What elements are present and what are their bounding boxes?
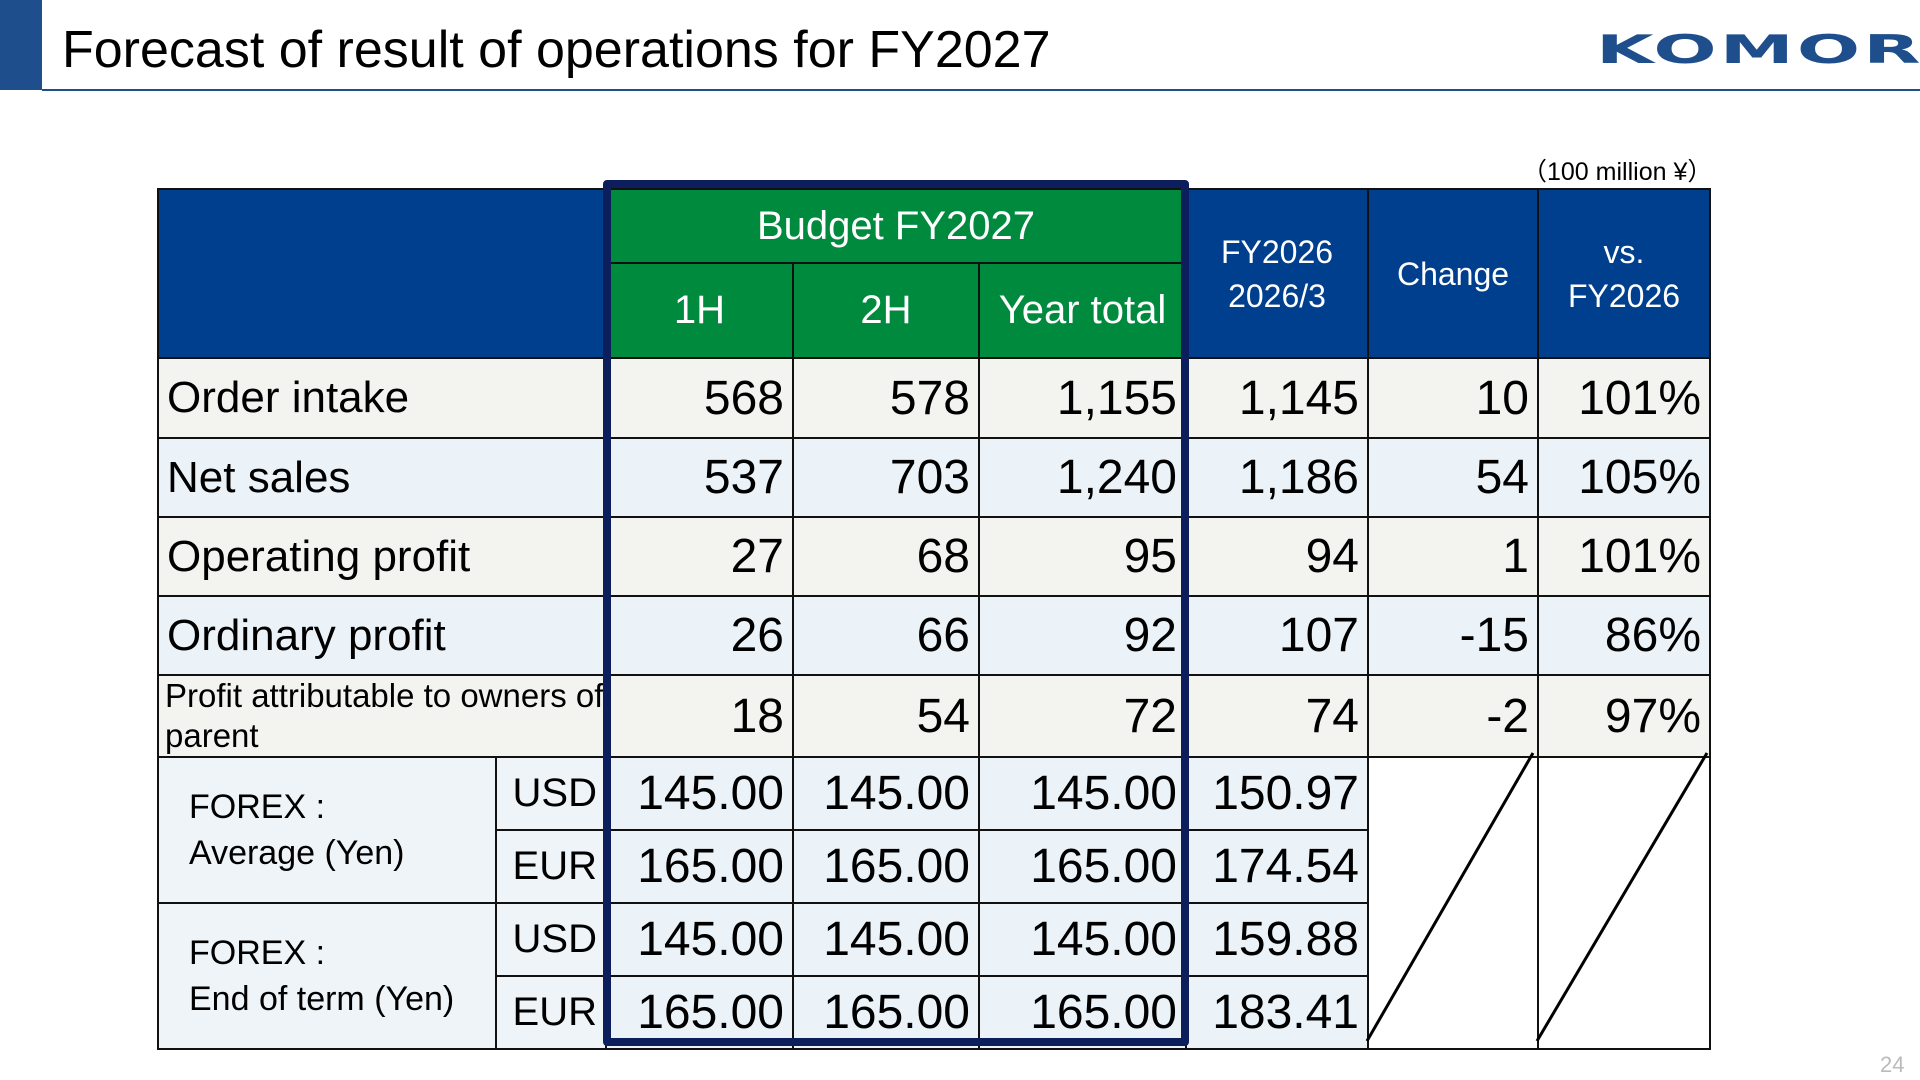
cell-1h: 18 xyxy=(605,674,794,758)
fy2026-header: FY2026 2026/3 xyxy=(1185,188,1369,359)
header-blank-cell xyxy=(157,188,607,359)
cell-fy2026: 1,145 xyxy=(1185,357,1369,439)
unit-label: （100 million ¥） xyxy=(1522,158,1713,186)
cell-fy2026: 159.88 xyxy=(1185,902,1369,977)
cell-year-total: 72 xyxy=(978,674,1187,758)
cell-fy2026: 174.54 xyxy=(1185,829,1369,904)
cell-fy2026: 150.97 xyxy=(1185,756,1369,831)
cell-2h: 66 xyxy=(792,595,980,676)
cell-1h: 145.00 xyxy=(605,902,794,977)
row-label: Net sales xyxy=(157,437,607,518)
currency-label: USD xyxy=(495,756,607,831)
cell-2h: 703 xyxy=(792,437,980,518)
forex-average-label: FOREX : Average (Yen) xyxy=(157,756,497,904)
forex-label-line1: FOREX : xyxy=(189,788,326,826)
cell-2h: 145.00 xyxy=(792,756,980,831)
cell-1h: 537 xyxy=(605,437,794,518)
cell-change: 1 xyxy=(1367,516,1539,597)
table-row: Operating profit 27 68 95 94 1 101% xyxy=(157,516,1711,597)
cell-year-total: 165.00 xyxy=(978,975,1187,1050)
table-row: Profit attributable to owners of parent … xyxy=(157,674,1711,758)
row-label: Operating profit xyxy=(157,516,607,597)
currency-label: EUR xyxy=(495,829,607,904)
table-row: Ordinary profit 26 66 92 107 -15 86% xyxy=(157,595,1711,676)
change-header: Change xyxy=(1367,188,1539,359)
cell-2h: 578 xyxy=(792,357,980,439)
page-number: 24 xyxy=(1880,1052,1905,1077)
cell-year-total: 95 xyxy=(978,516,1187,597)
vs-header-line2: FY2026 xyxy=(1567,277,1681,314)
vs-header: vs. FY2026 xyxy=(1537,188,1711,359)
cell-1h: 27 xyxy=(605,516,794,597)
cell-change: -15 xyxy=(1367,595,1539,676)
title-underline xyxy=(42,89,1920,91)
cell-2h: 165.00 xyxy=(792,975,980,1050)
forex-row: FOREX : Average (Yen) USD 145.00 145.00 … xyxy=(157,756,1711,1050)
forex-label-line1: FOREX : xyxy=(189,934,326,972)
currency-label: USD xyxy=(495,902,607,977)
cell-vs: 101% xyxy=(1537,357,1711,439)
cell-year-total: 1,240 xyxy=(978,437,1187,518)
cell-fy2026: 94 xyxy=(1185,516,1369,597)
fy2026-header-line1: FY2026 xyxy=(1220,233,1334,270)
cell-vs: 97% xyxy=(1537,674,1711,758)
cell-1h: 165.00 xyxy=(605,829,794,904)
change-na-cell xyxy=(1367,756,1539,1050)
cell-change: 10 xyxy=(1367,357,1539,439)
cell-2h: 54 xyxy=(792,674,980,758)
fy2026-header-line2: 2026/3 xyxy=(1228,277,1326,314)
forex-end-of-term-label: FOREX : End of term (Yen) xyxy=(157,902,497,1050)
cell-year-total: 165.00 xyxy=(978,829,1187,904)
col-year-total-header: Year total xyxy=(978,262,1187,359)
cell-fy2026: 183.41 xyxy=(1185,975,1369,1050)
cell-vs: 105% xyxy=(1537,437,1711,518)
col-2h-header: 2H xyxy=(792,262,980,359)
forex-label-line2: End of term (Yen) xyxy=(189,980,455,1018)
currency-label: EUR xyxy=(495,975,607,1050)
table-row: Order intake 568 578 1,155 1,145 10 101% xyxy=(157,357,1711,439)
cell-1h: 165.00 xyxy=(605,975,794,1050)
budget-header: Budget FY2027 xyxy=(605,188,1187,264)
cell-change: -2 xyxy=(1367,674,1539,758)
cell-fy2026: 1,186 xyxy=(1185,437,1369,518)
cell-2h: 145.00 xyxy=(792,902,980,977)
cell-year-total: 92 xyxy=(978,595,1187,676)
col-1h-header: 1H xyxy=(605,262,794,359)
cell-2h: 68 xyxy=(792,516,980,597)
forex-label-line2: Average (Yen) xyxy=(189,834,405,872)
row-label: Profit attributable to owners of parent xyxy=(157,674,607,758)
row-label: Ordinary profit xyxy=(157,595,607,676)
cell-year-total: 1,155 xyxy=(978,357,1187,439)
cell-fy2026: 74 xyxy=(1185,674,1369,758)
title-accent-bar xyxy=(0,0,42,90)
cell-vs: 86% xyxy=(1537,595,1711,676)
row-label: Order intake xyxy=(157,357,607,439)
vs-header-line1: vs. xyxy=(1603,233,1645,270)
cell-fy2026: 107 xyxy=(1185,595,1369,676)
cell-2h: 165.00 xyxy=(792,829,980,904)
cell-1h: 145.00 xyxy=(605,756,794,831)
cell-change: 54 xyxy=(1367,437,1539,518)
forecast-table: Budget FY2027 FY2026 2026/3 Change vs. F… xyxy=(157,188,1711,1050)
page-title: Forecast of result of operations for FY2… xyxy=(62,21,1051,79)
cell-1h: 26 xyxy=(605,595,794,676)
vs-na-cell xyxy=(1537,756,1711,1050)
table-row: Net sales 537 703 1,240 1,186 54 105% xyxy=(157,437,1711,518)
cell-vs: 101% xyxy=(1537,516,1711,597)
cell-year-total: 145.00 xyxy=(978,902,1187,977)
cell-year-total: 145.00 xyxy=(978,756,1187,831)
komori-logo: KOMORI xyxy=(1596,27,1920,73)
cell-1h: 568 xyxy=(605,357,794,439)
